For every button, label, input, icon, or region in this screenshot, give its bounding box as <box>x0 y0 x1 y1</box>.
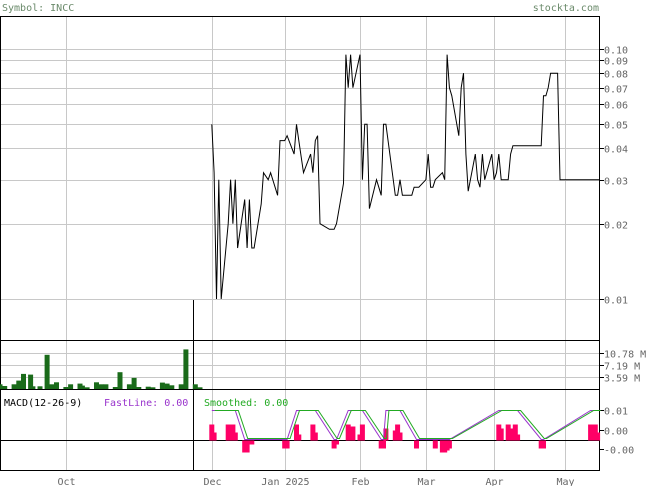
macd-histogram <box>209 424 601 453</box>
macd-tick-label: -0.00 <box>604 446 634 457</box>
volume-bar <box>0 384 3 389</box>
volume-bar <box>192 384 198 389</box>
macd-histogram-bar <box>512 424 518 441</box>
volume-bars <box>0 349 203 389</box>
macd-histogram-bar <box>294 424 299 441</box>
volume-bar <box>103 384 109 389</box>
volume-bar <box>49 384 55 389</box>
macd-fast-line <box>211 410 598 440</box>
macd-lines <box>211 410 601 440</box>
price-panel <box>0 16 600 341</box>
macd-histogram-bar <box>381 440 386 449</box>
volume-bar <box>169 385 175 389</box>
macd-histogram-bar <box>498 428 504 441</box>
macd-histogram-bar <box>249 440 255 445</box>
x-tick-label: Dec <box>203 477 221 486</box>
macd-histogram-bar <box>595 432 601 441</box>
volume-bar <box>145 386 151 389</box>
macd-fastline-label: FastLine: 0.00 <box>104 398 188 409</box>
y-axis-tick-labels: 0.100.09 0.08 0.07 0.06 0.05 0.04 0.03 0.02 0.01… <box>604 46 646 457</box>
x-tick-label: Apr <box>485 477 503 486</box>
price-tick-label: 0.05 <box>604 121 628 132</box>
volume-bar <box>131 377 137 389</box>
macd-panel <box>0 389 600 471</box>
price-tick-label: 0.04 <box>604 145 628 156</box>
price-tick-label: 0.08 <box>604 70 628 81</box>
x-tick-label: Feb <box>351 477 369 486</box>
volume-bar <box>126 384 132 389</box>
macd-histogram-bar <box>383 428 389 441</box>
volume-bar <box>117 372 123 389</box>
macd-histogram-bar <box>397 432 403 441</box>
macd-histogram-bar <box>232 432 238 441</box>
price-tick-label: 0.02 <box>604 221 628 232</box>
volume-bar <box>136 387 142 389</box>
volume-tick-label: 7.19 M <box>604 362 640 373</box>
volume-bar <box>98 384 104 389</box>
volume-bar <box>11 384 17 389</box>
price-tick-label: 0.10 <box>604 46 628 57</box>
macd-label: MACD(12-26-9) <box>4 398 82 409</box>
volume-tick-label: 3.59 M <box>604 374 640 385</box>
volume-bar <box>68 384 74 389</box>
macd-tick-label: 0.01 <box>604 407 628 418</box>
volume-bar <box>21 373 26 389</box>
price-tick-label: 0.03 <box>604 177 628 188</box>
price-tick-label: 0.09 <box>604 57 628 68</box>
volume-bar <box>28 374 34 389</box>
volume-bar <box>79 385 85 389</box>
volume-bar <box>112 387 118 389</box>
volume-bar <box>54 382 59 389</box>
price-tick-label: 0.01 <box>604 296 628 307</box>
volume-bar <box>183 349 189 389</box>
symbol-label: Symbol: INCC <box>2 3 74 14</box>
macd-histogram-bar <box>284 440 290 449</box>
macd-histogram-bar <box>414 440 419 449</box>
macd-histogram-bar <box>432 440 438 449</box>
grid-lines <box>1 17 604 470</box>
macd-histogram-bar <box>515 434 521 441</box>
price-tick-label: 0.06 <box>604 101 628 112</box>
macd-smoothed-label: Smoothed: 0.00 <box>204 398 288 409</box>
volume-bar <box>2 386 8 389</box>
price-tick-label: 0.07 <box>604 85 628 96</box>
volume-bar <box>37 386 43 389</box>
macd-histogram-bar <box>541 440 546 449</box>
macd-histogram-bar <box>296 434 302 441</box>
volume-bar <box>63 387 69 389</box>
volume-bar <box>30 386 36 389</box>
volume-bar <box>197 387 203 389</box>
x-tick-label: Jan 2025 <box>261 477 309 486</box>
x-axis-tick-labels: Oct Dec Jan 2025 Feb Mar Apr May <box>57 477 574 486</box>
macd-smoothed-line <box>214 410 601 439</box>
x-tick-label: May <box>556 477 574 486</box>
volume-tick-label: 10.78 M <box>604 350 646 361</box>
volume-bar <box>94 382 99 389</box>
volume-bar <box>178 384 184 389</box>
site-name: stockta.com <box>533 3 599 14</box>
macd-histogram-bar <box>312 432 318 441</box>
volume-bar <box>16 380 22 389</box>
macd-histogram-bar <box>350 426 356 441</box>
volume-bar <box>159 382 165 389</box>
macd-histogram-bar <box>211 432 217 441</box>
macd-tick-label: 0.00 <box>604 427 628 438</box>
price-line <box>211 54 600 300</box>
volume-bar <box>44 354 50 389</box>
volume-bar <box>84 387 90 389</box>
x-tick-label: Mar <box>417 477 435 486</box>
macd-histogram-bar <box>244 440 250 453</box>
macd-histogram-bar <box>446 440 452 449</box>
volume-bar <box>164 383 170 389</box>
volume-bar <box>150 387 156 389</box>
x-tick-label: Oct <box>57 477 75 486</box>
macd-histogram-bar <box>359 424 365 441</box>
macd-histogram-bar <box>334 440 339 445</box>
